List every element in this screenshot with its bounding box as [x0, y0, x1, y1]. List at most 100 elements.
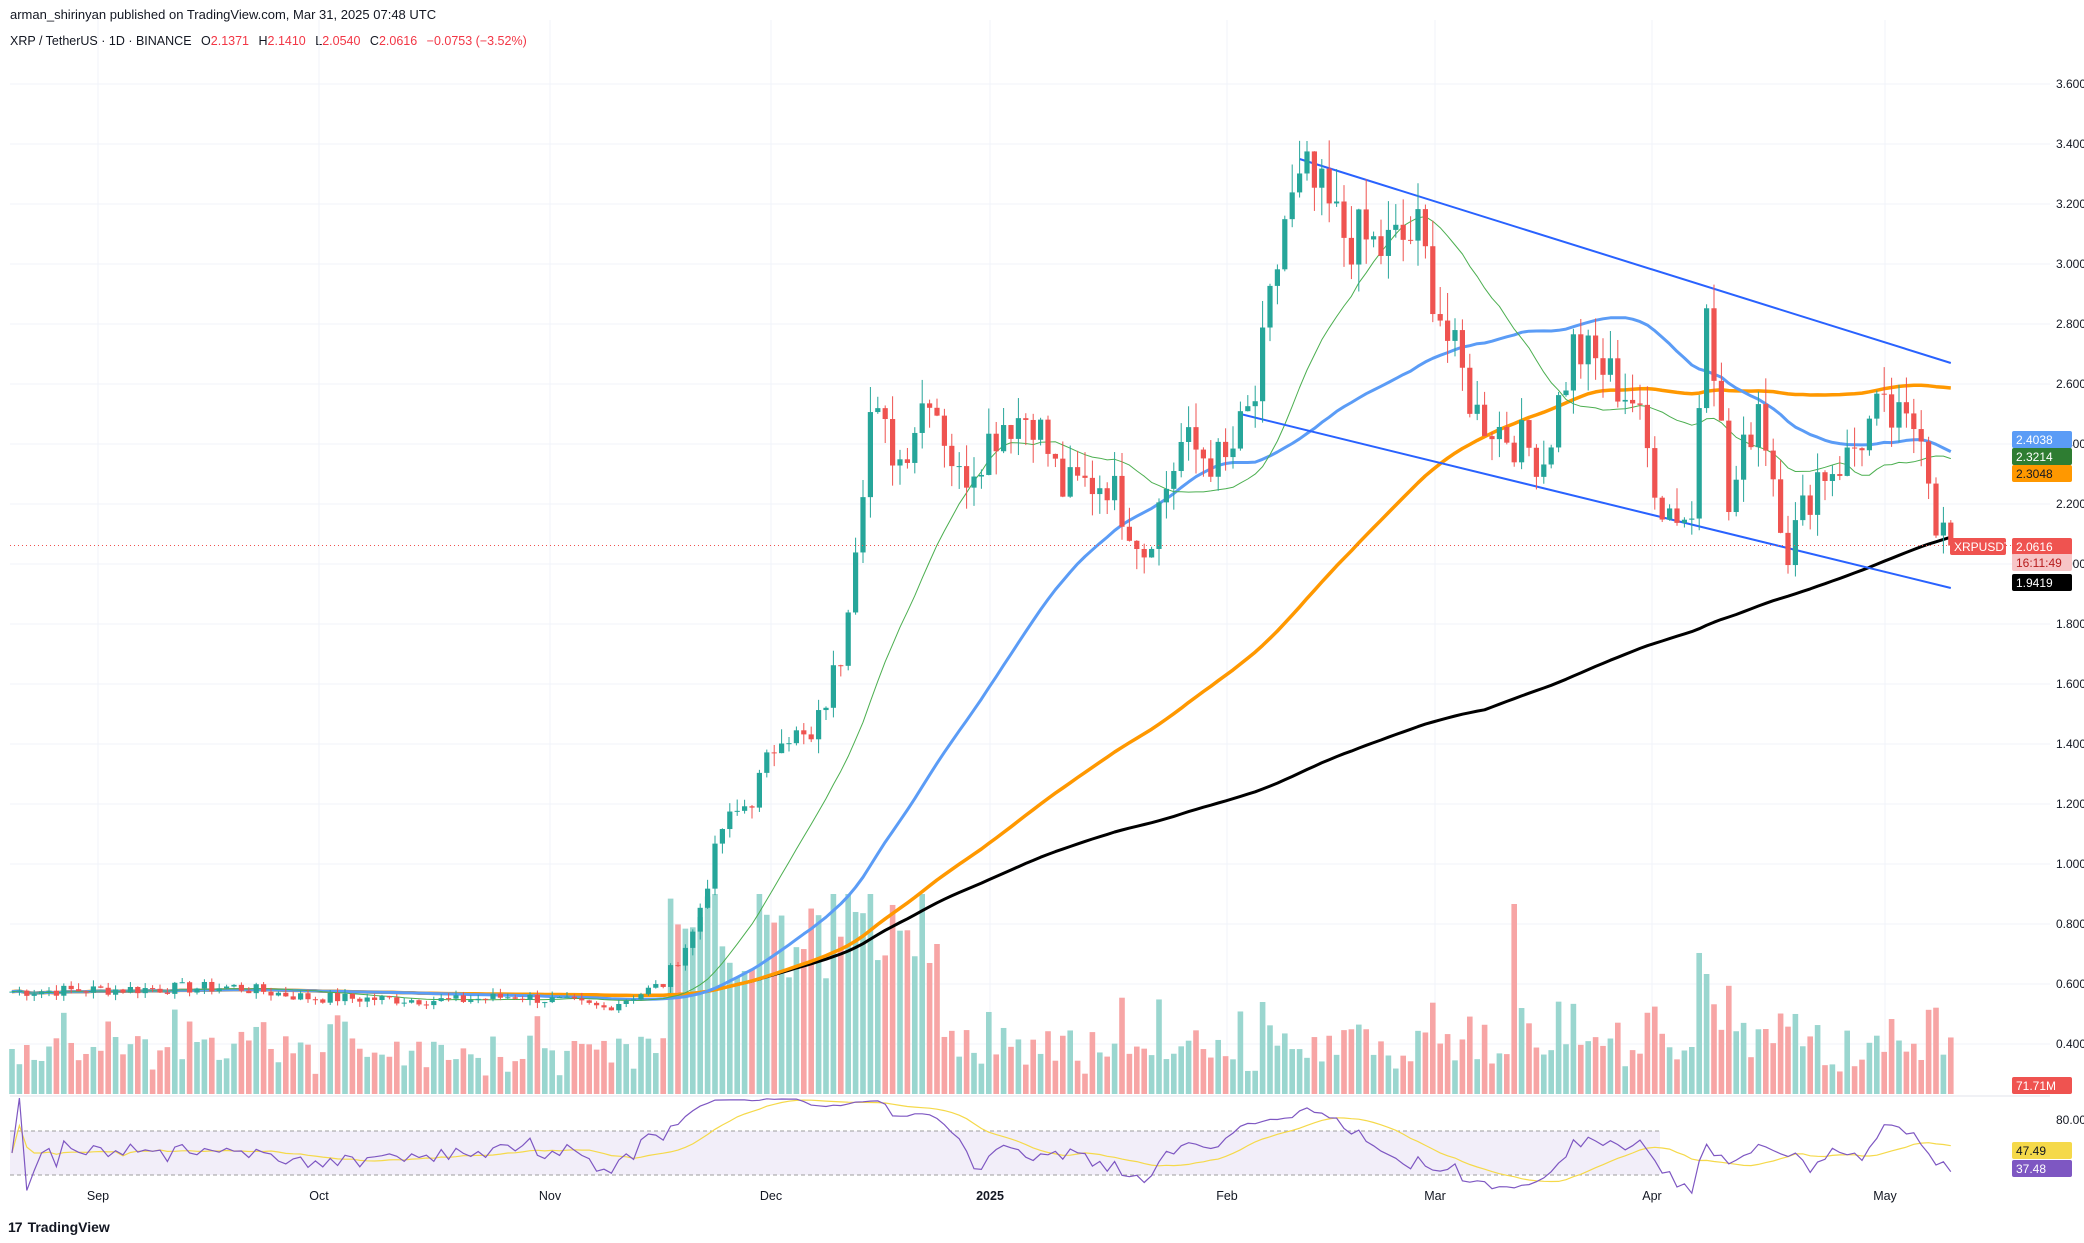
- volume-bar: [120, 1054, 126, 1094]
- candle-body: [327, 992, 333, 1003]
- candle: [1089, 460, 1095, 516]
- candle: [1134, 540, 1140, 570]
- candle: [1785, 515, 1791, 574]
- candle-body: [904, 459, 910, 463]
- volume-bar: [1792, 1013, 1799, 1094]
- volume-bar: [1933, 1007, 1939, 1094]
- time-label: Sep: [87, 1189, 109, 1203]
- volume-bar: [1800, 1046, 1806, 1094]
- candle: [120, 988, 126, 994]
- candle: [719, 828, 725, 854]
- candle: [1541, 440, 1547, 484]
- volume-bar: [608, 1062, 615, 1094]
- candle-body: [608, 1007, 614, 1011]
- volume-bar: [1437, 1043, 1443, 1094]
- candle-body: [1245, 406, 1251, 412]
- candle: [1548, 444, 1554, 469]
- rsi-ma-badge-bg: [2012, 1142, 2072, 1159]
- volume-bar: [1555, 1001, 1562, 1094]
- candle: [668, 963, 674, 993]
- candle-body: [431, 1001, 437, 1006]
- volume-bar: [815, 915, 822, 1094]
- candle-body: [1785, 532, 1791, 566]
- volume-bar: [1311, 1037, 1318, 1094]
- candle: [779, 729, 785, 754]
- candle-body: [623, 1000, 629, 1004]
- time-axis[interactable]: Sep Oct Nov Dec 2025 Feb Mar Apr May: [87, 1189, 1898, 1203]
- volume-bar: [209, 1037, 215, 1094]
- candle-body: [1001, 425, 1007, 452]
- candle: [409, 998, 415, 1004]
- candle-body: [312, 999, 318, 1001]
- candle: [1422, 204, 1428, 259]
- candle: [179, 978, 185, 984]
- candle: [327, 989, 333, 1006]
- candle: [24, 989, 30, 1001]
- candle-body: [1859, 448, 1865, 451]
- volume-bar: [1082, 1073, 1088, 1094]
- candle: [1763, 378, 1769, 467]
- rsi-badge: 37.48: [2016, 1162, 2046, 1176]
- ma-blue-badge: 2.4038: [2016, 433, 2053, 447]
- candle-body: [838, 665, 844, 667]
- volume-bar: [897, 930, 903, 1094]
- candle: [105, 982, 111, 997]
- candle-body: [1637, 403, 1643, 405]
- candle: [1060, 441, 1066, 498]
- symbol-label[interactable]: XRP / TetherUS · 1D · BINANCE: [10, 34, 192, 48]
- candle-body: [1400, 224, 1406, 240]
- candle: [1859, 447, 1865, 467]
- volume-bar: [601, 1040, 607, 1094]
- volume-bar: [342, 1021, 348, 1094]
- candle: [1149, 546, 1155, 558]
- candle-body: [1622, 399, 1628, 402]
- volume-bar: [497, 1056, 504, 1094]
- candle: [1918, 410, 1924, 467]
- candle-body: [1341, 201, 1347, 238]
- volume-bar: [986, 1011, 992, 1094]
- candle: [423, 1000, 429, 1010]
- volume-bar: [727, 962, 733, 1094]
- candle: [135, 986, 141, 999]
- candle: [1467, 353, 1473, 418]
- tradingview-brand[interactable]: 17 TradingView: [8, 1219, 110, 1235]
- volume-bar: [1341, 1030, 1347, 1094]
- candle: [438, 994, 444, 1002]
- candle: [187, 980, 193, 997]
- volume-bar: [1015, 1039, 1022, 1094]
- candle: [1452, 318, 1458, 357]
- candle: [1570, 328, 1576, 414]
- volume-bar: [401, 1065, 407, 1094]
- volume-bar: [1814, 1025, 1821, 1094]
- candle: [564, 992, 570, 998]
- volume-bar: [571, 1041, 578, 1094]
- candle-body: [120, 989, 126, 993]
- candle: [875, 396, 881, 414]
- candle: [31, 989, 37, 1001]
- candle-body: [1408, 239, 1414, 241]
- candle-body: [253, 984, 259, 994]
- candle: [1126, 507, 1132, 542]
- candle-body: [1393, 224, 1399, 230]
- candle-body: [571, 996, 577, 999]
- candle: [505, 993, 511, 1000]
- candle: [601, 1002, 607, 1011]
- volume-bar: [68, 1042, 74, 1094]
- candle: [1667, 504, 1673, 521]
- candle-body: [1578, 334, 1584, 365]
- ma-black-badge: 1.9419: [2016, 576, 2053, 590]
- volume-bar: [1925, 1009, 1932, 1094]
- candle: [1526, 419, 1532, 457]
- candle: [1681, 517, 1687, 528]
- candle: [283, 986, 289, 997]
- candle: [416, 999, 422, 1007]
- candle-body: [1112, 475, 1118, 501]
- candle: [853, 537, 859, 615]
- candle-body: [616, 1003, 622, 1011]
- volume-bar: [1718, 1029, 1725, 1094]
- volume-bar: [505, 1071, 511, 1094]
- volume-bar: [1622, 1066, 1628, 1094]
- time-label: Apr: [1642, 1189, 1661, 1203]
- candle: [1689, 501, 1695, 535]
